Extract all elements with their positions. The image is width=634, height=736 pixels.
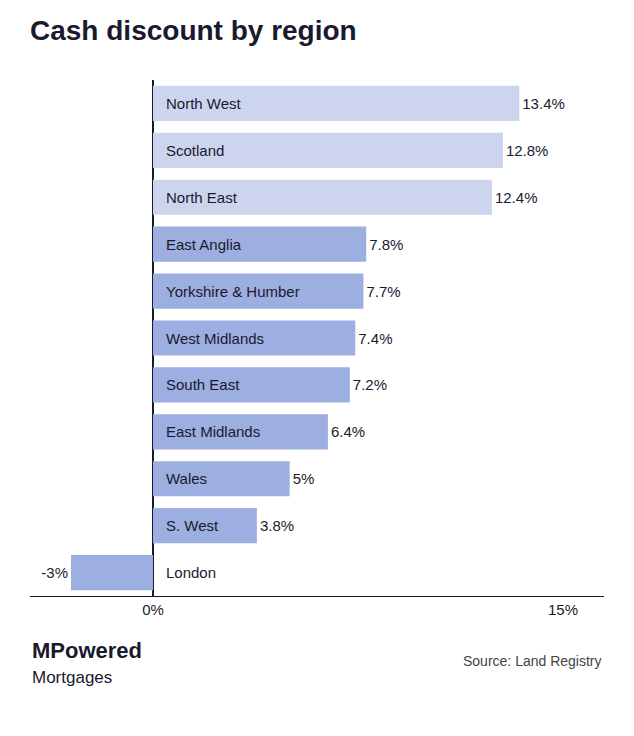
svg-text:6.4%: 6.4% bbox=[331, 423, 365, 440]
svg-text:-3%: -3% bbox=[41, 564, 68, 581]
svg-text:London: London bbox=[166, 564, 216, 581]
svg-text:3.8%: 3.8% bbox=[260, 517, 294, 534]
svg-text:West Midlands: West Midlands bbox=[166, 330, 264, 347]
svg-text:Source: Land Registry: Source: Land Registry bbox=[463, 653, 602, 669]
svg-text:North East: North East bbox=[166, 189, 238, 206]
svg-text:13.4%: 13.4% bbox=[522, 95, 565, 112]
svg-text:0%: 0% bbox=[142, 601, 164, 618]
svg-text:South East: South East bbox=[166, 376, 240, 393]
svg-text:North West: North West bbox=[166, 95, 242, 112]
svg-text:S. West: S. West bbox=[166, 517, 219, 534]
svg-text:5%: 5% bbox=[293, 470, 315, 487]
svg-text:15%: 15% bbox=[548, 601, 578, 618]
svg-text:12.4%: 12.4% bbox=[495, 189, 538, 206]
svg-text:7.7%: 7.7% bbox=[366, 283, 400, 300]
svg-text:7.2%: 7.2% bbox=[353, 376, 387, 393]
svg-text:MPowered: MPowered bbox=[32, 638, 142, 663]
svg-text:East Anglia: East Anglia bbox=[166, 236, 242, 253]
svg-text:Scotland: Scotland bbox=[166, 142, 224, 159]
svg-text:Mortgages: Mortgages bbox=[32, 668, 112, 687]
svg-text:Yorkshire & Humber: Yorkshire & Humber bbox=[166, 283, 300, 300]
svg-text:12.8%: 12.8% bbox=[506, 142, 549, 159]
svg-text:7.8%: 7.8% bbox=[369, 236, 403, 253]
svg-text:East Midlands: East Midlands bbox=[166, 423, 260, 440]
svg-text:7.4%: 7.4% bbox=[358, 330, 392, 347]
svg-text:Cash discount by region: Cash discount by region bbox=[30, 15, 357, 46]
svg-text:Wales: Wales bbox=[166, 470, 207, 487]
